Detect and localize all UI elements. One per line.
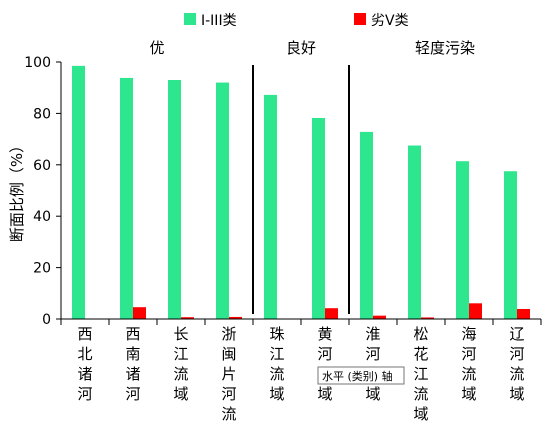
bar-series-2 <box>229 316 242 319</box>
x-tick-label: 海河流域 <box>461 325 476 403</box>
x-tick-label: 黄河流域 <box>317 325 332 403</box>
bars <box>72 65 530 320</box>
y-tick-label: 40 <box>33 209 51 225</box>
bar-series-2 <box>469 303 482 319</box>
bar-series-1 <box>120 77 133 320</box>
bar-series-2 <box>133 307 146 319</box>
bar-series-1 <box>456 161 469 319</box>
x-tick-label: 西南诸河 <box>125 325 140 403</box>
legend-swatch-series-2 <box>354 13 366 25</box>
y-tick-label: 20 <box>33 261 51 277</box>
bar-series-1 <box>360 131 373 319</box>
bar-series-1 <box>408 145 421 319</box>
bar-series-1 <box>504 171 517 319</box>
bar-series-1 <box>168 79 181 320</box>
group-separators <box>252 65 350 314</box>
legend-swatch-series-1 <box>184 13 196 25</box>
x-tick-label: 辽河流域 <box>509 325 524 403</box>
axis-tooltip: 水平 (类别) 轴 <box>317 366 405 385</box>
y-tick-label: 100 <box>24 55 51 71</box>
bar-series-1 <box>216 82 229 319</box>
x-tick-label: 淮河流域 <box>365 325 380 403</box>
y-tick-label: 80 <box>33 106 51 122</box>
x-tick-label: 长江流域 <box>173 325 188 403</box>
tooltip-box <box>317 366 405 385</box>
group-label: 轻度污染 <box>415 39 475 57</box>
bar-series-1 <box>312 118 325 319</box>
legend: I-III类 劣V类 <box>184 13 409 29</box>
legend-label-series-1: I-III类 <box>201 13 237 29</box>
group-labels: 优 良好 轻度污染 <box>149 39 475 57</box>
category-labels: 西北诸河 西南诸河 长江流域 浙闽片河流 珠江流域 黄河流域 淮河流域 松花江流域 海河流域 辽河… <box>77 325 524 423</box>
bar-series-2 <box>325 308 338 319</box>
x-tick-label: 珠江流域 <box>269 325 284 403</box>
bar-series-2 <box>373 315 386 319</box>
y-tick-label: 0 <box>42 312 51 328</box>
bar-series-2 <box>517 308 530 319</box>
tooltip-text: 水平 (类别) 轴 <box>322 369 393 383</box>
y-ticks: 0 20 40 60 80 100 <box>24 55 61 328</box>
x-tick-label: 浙闽片河流 <box>221 325 236 423</box>
bar-series-1 <box>264 94 277 319</box>
legend-label-series-2: 劣V类 <box>371 13 409 29</box>
bar-series-2 <box>181 317 194 319</box>
x-ticks <box>60 319 542 325</box>
bar-series-1 <box>72 65 85 319</box>
group-label: 优 <box>149 39 164 57</box>
y-axis-label: 断面比例（%） <box>8 138 26 242</box>
y-tick-label: 60 <box>33 158 51 174</box>
x-tick-label: 西北诸河 <box>77 325 92 403</box>
x-tick-label: 松花江流域 <box>413 325 428 423</box>
group-label: 良好 <box>286 39 316 57</box>
bar-series-2 <box>421 317 434 319</box>
